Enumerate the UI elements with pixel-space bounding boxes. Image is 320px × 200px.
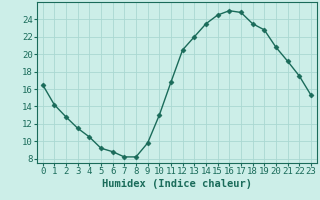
X-axis label: Humidex (Indice chaleur): Humidex (Indice chaleur) — [102, 179, 252, 189]
